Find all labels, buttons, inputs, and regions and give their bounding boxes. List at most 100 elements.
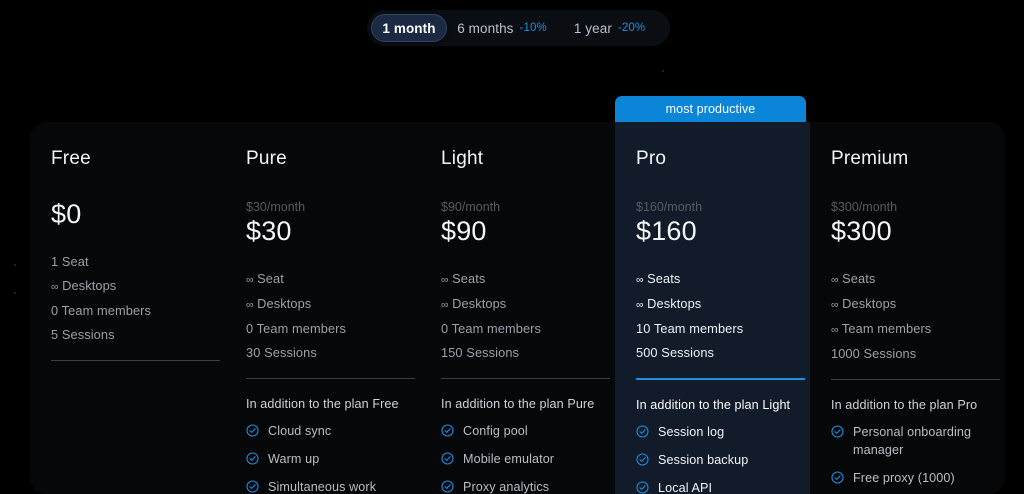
pricing-cards-container: Free $0 1 Seat ∞ Desktops 0 Team members… [30,122,1005,494]
feature-item: Session log [636,423,792,441]
billing-option-6-months[interactable]: 6 months -10% [447,14,557,42]
feature-label: Mobile emulator [463,452,555,467]
spec-item: ∞ Seat [246,271,284,287]
plan-name: Light [441,148,484,169]
billing-option-label: 6 months [457,20,514,36]
spec-item: ∞ Seats [831,271,876,287]
plan-specs: ∞ Seats ∞ Desktops ∞ Team members 1000 S… [831,267,987,366]
backdrop-speck [14,292,16,294]
pricing-card-light[interactable]: Light $90/month $90 ∞ Seats ∞ Desktops 0… [420,122,615,494]
card-divider [441,378,610,380]
plan-price: $90 [441,216,487,246]
check-circle-icon [246,452,259,465]
spec-item: ∞ Seats [636,271,681,287]
plan-name: Pure [246,148,287,169]
plan-specs: 1 Seat ∞ Desktops 0 Team members 5 Sessi… [51,250,207,347]
feature-label: Session log [658,424,725,439]
plan-features: Session log Session backup Local API Tea… [636,423,792,494]
spec-item: 10 Team members [636,321,744,337]
check-circle-icon [636,425,649,438]
spec-item: 5 Sessions [51,327,115,343]
feature-item: Warm up [246,450,402,468]
feature-item: Config pool [441,422,597,440]
check-circle-icon [441,424,454,437]
billing-option-label: 1 month [382,20,436,36]
spec-item: 500 Sessions [636,345,715,361]
card-divider [636,378,805,380]
plan-price: $300 [831,216,892,246]
pricing-card-free[interactable]: Free $0 1 Seat ∞ Desktops 0 Team members… [30,122,225,494]
check-circle-icon [441,480,454,493]
plan-name: Free [51,148,91,169]
most-productive-badge: most productive [615,96,806,122]
spec-item: 0 Team members [441,321,542,337]
spec-item: 0 Team members [246,321,347,337]
spec-item: 0 Team members [51,303,152,319]
plan-price-subtitle: $30/month [246,200,306,214]
spec-item: 1000 Sessions [831,346,917,362]
feature-label: Cloud sync [268,424,332,439]
plan-price: $160 [636,216,697,246]
check-circle-icon [246,424,259,437]
spec-item: ∞ Seats [441,271,486,287]
feature-item: Simultaneous work [246,478,402,494]
check-circle-icon [831,425,844,438]
spec-item: ∞ Desktops [636,296,702,312]
backdrop-speck [14,264,16,266]
card-divider [51,360,220,362]
plan-name: Premium [831,148,909,169]
check-circle-icon [441,452,454,465]
plan-features: Cloud sync Warm up Simultaneous work [246,422,402,494]
feature-item: Session backup [636,451,792,469]
plan-price: $30 [246,216,292,246]
plan-price: $0 [51,199,82,229]
spec-item: ∞ Desktops [831,296,897,312]
spec-item: ∞ Team members [831,321,932,337]
billing-option-1-month[interactable]: 1 month [371,14,447,42]
plan-price-subtitle: $160/month [636,200,703,214]
plan-addition-title: In addition to the plan Pure [441,397,595,412]
pricing-card-pure[interactable]: Pure $30/month $30 ∞ Seat ∞ Desktops 0 T… [225,122,420,494]
feature-label: Local API [658,480,713,494]
billing-option-1-year[interactable]: 1 year -20% [557,14,662,42]
plan-addition-title: In addition to the plan Free [246,397,399,412]
plan-price-subtitle: $90/month [441,200,501,214]
check-circle-icon [636,481,649,494]
feature-label: Free proxy (1000) [853,471,955,486]
plan-features: Config pool Mobile emulator Proxy analyt… [441,422,597,494]
plan-specs: ∞ Seats ∞ Desktops 10 Team members 500 S… [636,267,792,365]
plan-specs: ∞ Seats ∞ Desktops 0 Team members 150 Se… [441,267,597,365]
spec-item: ∞ Desktops [51,278,117,294]
plan-addition-title: In addition to the plan Light [636,397,791,412]
spec-item: ∞ Desktops [246,296,312,312]
backdrop-speck [662,70,664,72]
plan-name: Pro [636,148,667,169]
check-circle-icon [831,471,844,484]
feature-item: Free proxy (1000) [831,469,987,487]
pricing-card-premium[interactable]: Premium $300/month $300 ∞ Seats ∞ Deskto… [810,122,1005,494]
feature-item: Proxy analytics [441,478,597,494]
feature-item: Personal onboarding manager [831,423,987,459]
feature-label: Proxy analytics [463,480,550,494]
feature-item: Cloud sync [246,422,402,440]
billing-period-toggle[interactable]: 1 month 6 months -10% 1 year -20% [367,10,670,46]
card-divider [246,378,415,380]
feature-label: Warm up [268,452,320,467]
check-circle-icon [636,453,649,466]
feature-label: Session backup [658,452,749,467]
spec-item: ∞ Desktops [441,296,507,312]
feature-label: Simultaneous work [268,480,377,494]
check-circle-icon [246,480,259,493]
spec-item: 150 Sessions [441,345,520,361]
plan-specs: ∞ Seat ∞ Desktops 0 Team members 30 Sess… [246,267,402,365]
feature-item: Mobile emulator [441,450,597,468]
pricing-card-pro[interactable]: Pro $160/month $160 ∞ Seats ∞ Desktops 1… [615,122,810,494]
billing-option-discount: -20% [617,22,646,34]
billing-option-label: 1 year [573,20,612,36]
badge-label: most productive [665,102,756,116]
plan-addition-title: In addition to the plan Pro [831,398,978,413]
feature-label: Config pool [463,424,528,439]
feature-label: Personal onboarding manager [853,425,972,458]
plan-price-subtitle: $300/month [831,200,898,214]
billing-option-discount: -10% [519,22,547,34]
